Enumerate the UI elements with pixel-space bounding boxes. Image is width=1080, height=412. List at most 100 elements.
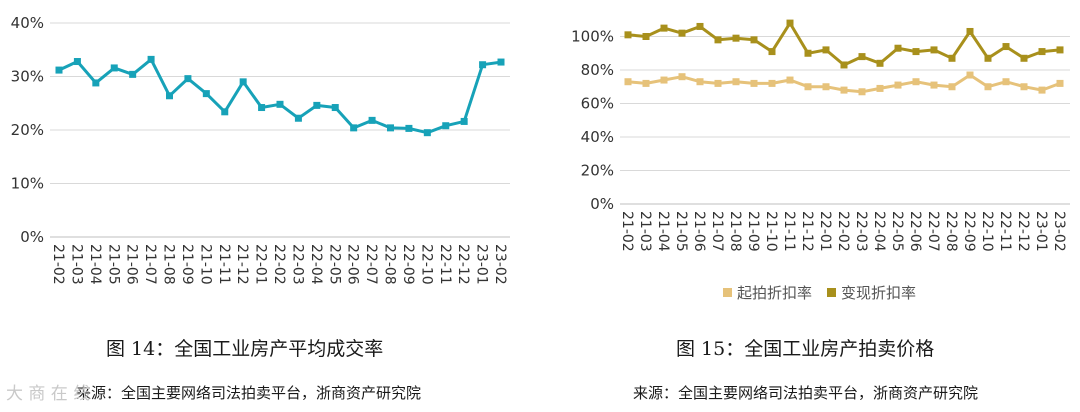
data-point	[948, 54, 956, 62]
data-point	[750, 36, 758, 44]
data-point	[822, 83, 830, 91]
caption-right: 图 15：全国工业房产拍卖价格	[676, 338, 935, 360]
data-point	[660, 24, 668, 32]
data-point	[55, 66, 63, 74]
x-tick-label: 21-03	[637, 211, 653, 252]
data-point	[858, 53, 866, 61]
x-tick-label: 21-05	[673, 211, 689, 252]
x-tick-label: 21-09	[179, 244, 195, 285]
y-tick-label: 40%	[581, 128, 614, 146]
data-point	[313, 101, 321, 109]
data-point	[678, 73, 686, 81]
x-tick-label: 21-04	[87, 244, 103, 285]
x-tick-label: 21-11	[781, 211, 797, 252]
caption-left: 图 14：全国工业房产平均成交率	[106, 338, 384, 360]
x-tick-label: 22-11	[997, 211, 1013, 252]
data-point	[714, 79, 722, 87]
data-point	[442, 122, 450, 130]
x-tick-label: 21-12	[799, 211, 815, 252]
x-tick-label: 21-08	[727, 211, 743, 252]
data-point	[750, 79, 758, 87]
data-point	[423, 129, 431, 137]
x-tick-label: 21-07	[709, 211, 725, 252]
data-point	[894, 44, 902, 52]
data-point	[1038, 86, 1046, 94]
data-point	[696, 22, 704, 30]
y-tick-label: 0%	[590, 195, 614, 213]
legend-label: 变现折扣率	[841, 284, 916, 302]
data-point	[350, 124, 358, 132]
y-tick-label: 0%	[20, 228, 44, 246]
x-tick-label: 23-01	[474, 244, 490, 285]
data-point	[1002, 78, 1010, 86]
x-tick-label: 21-02	[50, 244, 66, 285]
data-point	[1020, 83, 1028, 91]
data-point	[73, 58, 81, 66]
y-tick-label: 30%	[11, 68, 44, 86]
data-point	[294, 114, 302, 122]
data-point	[822, 46, 830, 54]
data-point	[497, 58, 505, 66]
legend-label: 起拍折扣率	[737, 284, 812, 302]
data-point	[966, 27, 974, 35]
x-tick-label: 22-01	[817, 211, 833, 252]
data-point	[786, 76, 794, 84]
x-tick-label: 23-01	[1033, 211, 1049, 252]
chart-auction-price-discount: 0%20%40%60%80%100%21-02 21-03 21-04 21-05 21…	[571, 19, 1070, 302]
data-point	[147, 55, 155, 63]
x-tick-label: 22-03	[289, 244, 305, 285]
data-point	[660, 76, 668, 84]
y-tick-label: 60%	[581, 95, 614, 113]
x-tick-label: 22-12	[455, 244, 471, 285]
data-point	[184, 75, 192, 83]
data-point	[405, 124, 413, 132]
y-tick-label: 100%	[571, 28, 614, 46]
data-point	[984, 54, 992, 62]
data-point	[984, 83, 992, 91]
data-point	[1038, 48, 1046, 56]
x-tick-label: 21-11	[216, 244, 232, 285]
data-point	[387, 124, 394, 132]
data-point	[732, 78, 740, 86]
x-tick-label: 22-04	[871, 211, 887, 252]
x-tick-label: 22-10	[418, 244, 434, 285]
x-tick-label: 23-02	[492, 244, 508, 285]
data-point	[948, 83, 956, 91]
y-tick-label: 40%	[11, 14, 44, 32]
y-tick-label: 10%	[11, 175, 44, 193]
x-tick-label: 21-02	[619, 211, 635, 252]
data-point	[930, 81, 938, 89]
data-point	[840, 61, 848, 69]
data-point	[1056, 46, 1064, 54]
data-point	[912, 48, 920, 56]
data-point	[858, 88, 866, 96]
x-tick-label: 21-10	[763, 211, 779, 252]
x-tick-label: 21-06	[691, 211, 707, 252]
x-tick-label: 22-08	[382, 244, 398, 285]
data-point	[732, 34, 740, 42]
x-tick-label: 22-06	[345, 244, 361, 285]
chart-average-deal-rate: 0%10%20%30%40%21-02 21-03 21-04 21-05 21-06 2…	[11, 14, 510, 285]
x-tick-label: 21-12	[234, 244, 250, 285]
data-point	[479, 61, 487, 69]
x-tick-label: 22-11	[437, 244, 453, 285]
x-tick-label: 22-01	[253, 244, 269, 285]
data-point	[696, 78, 704, 86]
x-tick-label: 21-07	[142, 244, 158, 285]
x-tick-label: 22-03	[853, 211, 869, 252]
data-point	[202, 90, 210, 98]
x-tick-label: 21-10	[197, 244, 213, 285]
x-tick-label: 21-03	[68, 244, 84, 285]
x-tick-label: 21-04	[655, 211, 671, 252]
data-point	[92, 79, 100, 87]
source-right: 来源：全国主要网络司法拍卖平台，浙商资产研究院	[633, 384, 979, 402]
x-tick-label: 23-02	[1051, 211, 1067, 252]
data-point	[876, 59, 884, 67]
data-point	[368, 116, 376, 124]
data-point	[624, 78, 632, 86]
data-point	[624, 31, 632, 39]
y-tick-label: 20%	[581, 162, 614, 180]
data-point	[804, 83, 812, 91]
data-point	[1020, 54, 1028, 62]
data-point	[678, 29, 686, 37]
